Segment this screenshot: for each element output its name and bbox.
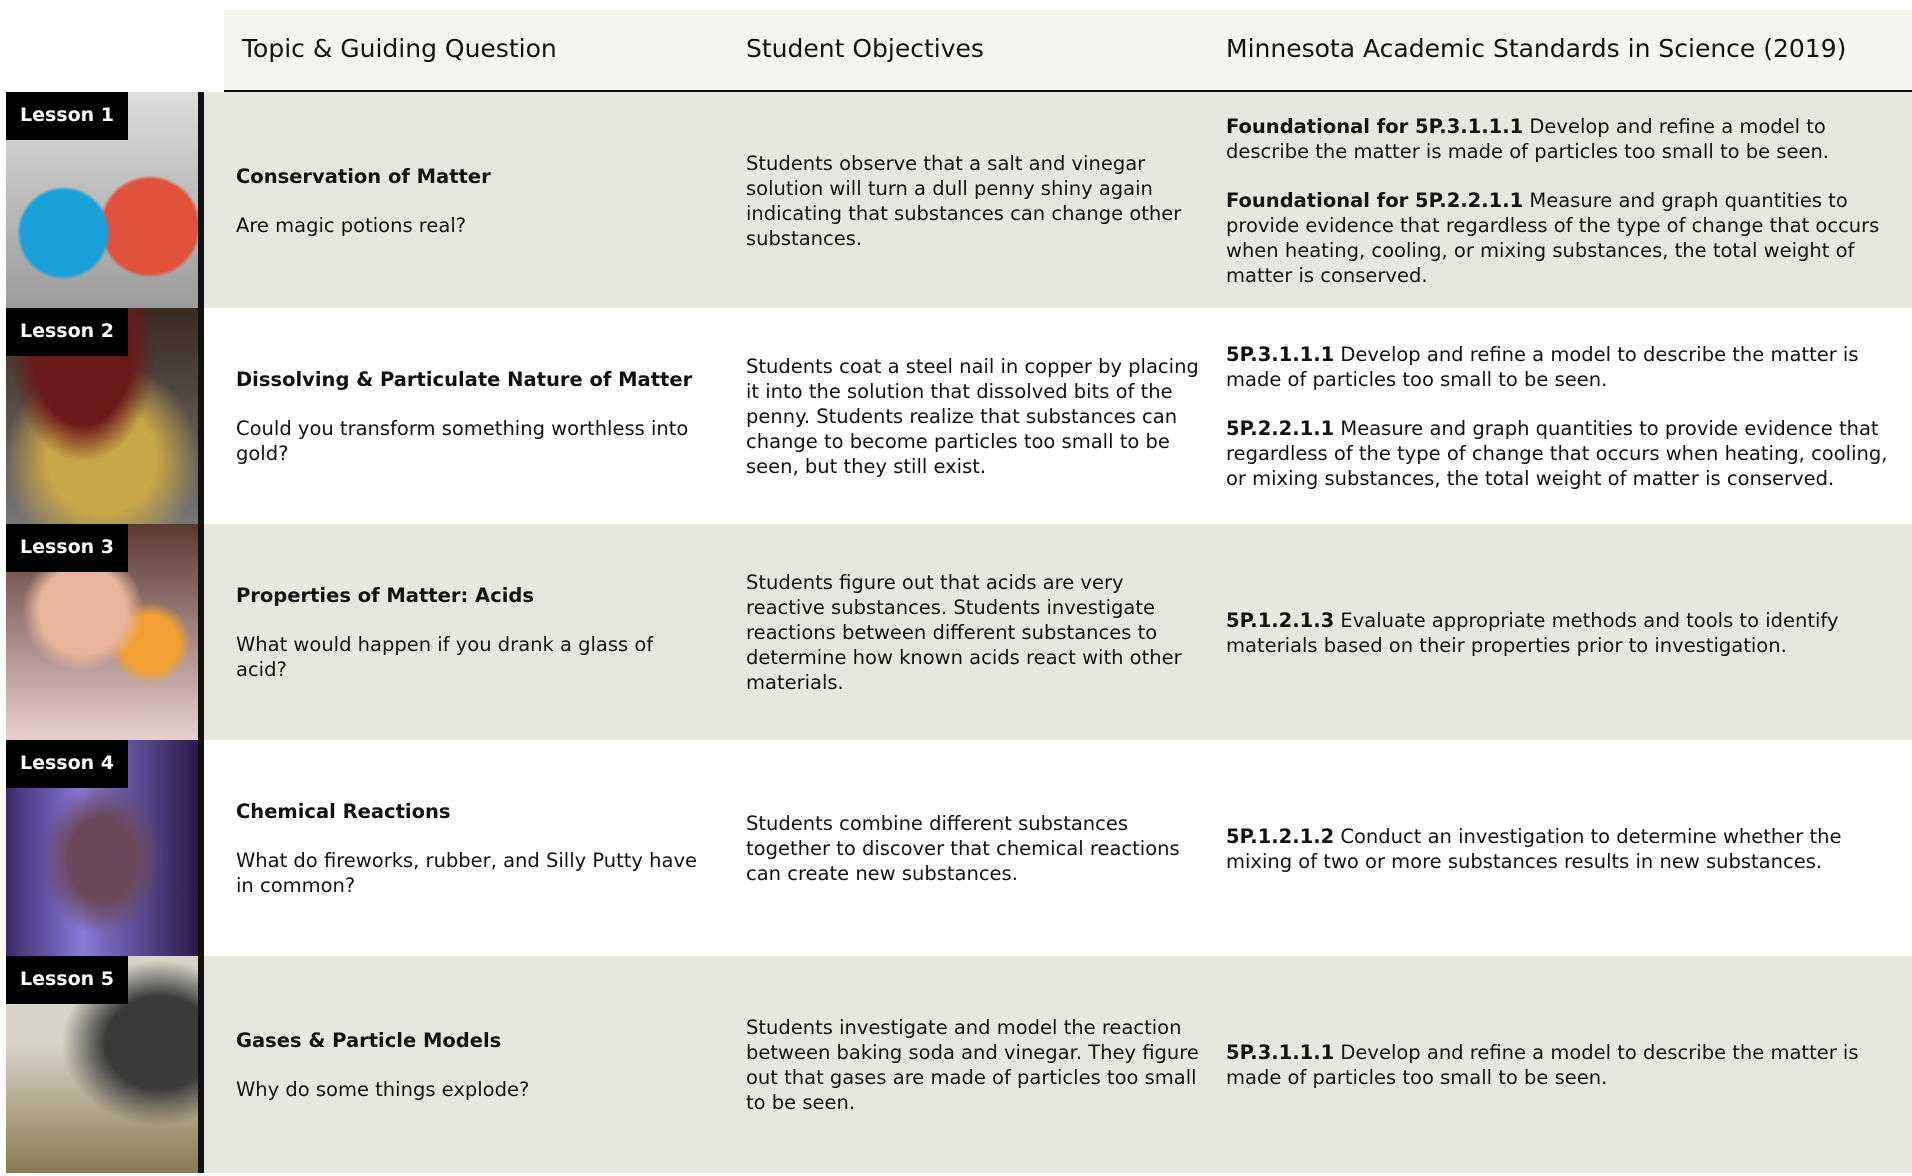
objectives-cell: Students observe that a salt and vinegar… — [746, 92, 1201, 309]
standard-code: Foundational for 5P.3.1.1.1 — [1226, 114, 1524, 138]
standard: 5P.1.2.1.2 Conduct an investigation to d… — [1226, 824, 1910, 874]
guiding-question: Are magic potions real? — [236, 213, 467, 237]
standard-text: Develop and refine a model to describe t… — [1226, 114, 1830, 163]
objectives-cell: Students figure out that acids are very … — [746, 524, 1201, 741]
objectives-cell: Students combine different substances to… — [746, 740, 1201, 957]
standard: Foundational for 5P.3.1.1.1 Develop and … — [1226, 114, 1910, 164]
lesson-image: Lesson 5 — [6, 956, 204, 1173]
guiding-question: What would happen if you drank a glass o… — [236, 633, 654, 681]
topic-cell: Conservation of Matter Are magic potions … — [236, 92, 706, 309]
topic-title: Conservation of Matter — [236, 164, 491, 188]
topic-title: Properties of Matter: Acids — [236, 584, 534, 607]
lesson-row: Lesson 1 Conservation of Matter Are magic … — [6, 92, 1912, 309]
lesson-image: Lesson 2 — [6, 308, 204, 525]
standard: 5P.2.2.1.1 Measure and graph quantities … — [1226, 416, 1910, 491]
lesson-row: Lesson 5 Gases & Particle Models Why do so… — [6, 956, 1912, 1173]
topic-title: Dissolving & Particulate Nature of Matte… — [236, 368, 693, 391]
lesson-label: Lesson 1 — [6, 92, 129, 140]
topic-title: Gases & Particle Models — [236, 1028, 502, 1052]
standards-cell: 5P.1.2.1.2 Conduct an investigation to d… — [1226, 740, 1910, 957]
standard-code: 5P.2.2.1.1 — [1226, 417, 1335, 440]
topic-cell: Gases & Particle Models Why do some thing… — [236, 956, 706, 1173]
lesson-row: Lesson 3 Properties of Matter: Acids What … — [6, 524, 1912, 741]
topic-cell: Properties of Matter: Acids What would ha… — [236, 524, 706, 741]
standard: 5P.3.1.1.1 Develop and refine a model to… — [1226, 342, 1910, 392]
objectives-cell: Students investigate and model the react… — [746, 956, 1201, 1173]
guiding-question: Could you transform something worthless … — [236, 417, 689, 465]
standards-cell: 5P.1.2.1.3 Evaluate appropriate methods … — [1226, 524, 1910, 741]
lesson-image: Lesson 3 — [6, 524, 204, 741]
column-header: Topic & Guiding Question — [242, 34, 557, 63]
standard-code: 5P.1.2.1.2 — [1226, 824, 1335, 848]
standard-text: Develop and refine a model to describe t… — [1226, 1040, 1859, 1089]
table-header: Topic & Guiding Question Student Objecti… — [224, 10, 1912, 93]
topic-cell: Dissolving & Particulate Nature of Matte… — [236, 308, 706, 525]
lesson-label: Lesson 4 — [6, 740, 129, 788]
column-header: Minnesota Academic Standards in Science … — [1226, 34, 1847, 63]
standard-code: 5P.1.2.1.3 — [1226, 608, 1335, 632]
lesson-row: Lesson 2 Dissolving & Particulate Nature … — [6, 308, 1912, 525]
standards-cell: Foundational for 5P.3.1.1.1 Develop and … — [1226, 92, 1910, 309]
lesson-image: Lesson 4 — [6, 740, 204, 957]
lesson-label: Lesson 2 — [6, 308, 129, 356]
lesson-row: Lesson 4 Chemical Reactions What do firewo… — [6, 740, 1912, 957]
standard-text: Evaluate appropriate methods and tools t… — [1226, 608, 1839, 657]
objectives: Students observe that a salt and vinegar… — [746, 151, 1182, 250]
objectives: Students combine different substances to… — [746, 812, 1180, 885]
guiding-question: Why do some things explode? — [236, 1077, 530, 1101]
objectives: Students figure out that acids are very … — [746, 571, 1182, 694]
standard-code: Foundational for 5P.2.2.1.1 — [1226, 188, 1524, 212]
standard: 5P.1.2.1.3 Evaluate appropriate methods … — [1226, 608, 1910, 658]
topic-title: Chemical Reactions — [236, 800, 451, 823]
standard-text: Measure and graph quantities to provide … — [1226, 417, 1888, 490]
lesson-label: Lesson 3 — [6, 524, 129, 572]
standard-code: 5P.3.1.1.1 — [1226, 343, 1335, 366]
standard-text: Conduct an investigation to determine wh… — [1226, 824, 1842, 873]
objectives: Students investigate and model the react… — [746, 1015, 1199, 1114]
lesson-image: Lesson 1 — [6, 92, 204, 309]
standard-text: Develop and refine a model to describe t… — [1226, 343, 1859, 391]
standard-text: Measure and graph quantities to provide … — [1226, 188, 1880, 287]
standard-code: 5P.3.1.1.1 — [1226, 1040, 1335, 1064]
standards-cell: 5P.3.1.1.1 Develop and refine a model to… — [1226, 956, 1910, 1173]
guiding-question: What do fireworks, rubber, and Silly Put… — [236, 849, 698, 897]
column-header: Student Objectives — [746, 34, 984, 63]
objectives-cell: Students coat a steel nail in copper by … — [746, 308, 1201, 525]
objectives: Students coat a steel nail in copper by … — [746, 355, 1199, 478]
standard: 5P.3.1.1.1 Develop and refine a model to… — [1226, 1040, 1910, 1090]
standard: Foundational for 5P.2.2.1.1 Measure and … — [1226, 188, 1910, 288]
topic-cell: Chemical Reactions What do fireworks, rub… — [236, 740, 706, 957]
lesson-label: Lesson 5 — [6, 956, 129, 1004]
standards-cell: 5P.3.1.1.1 Develop and refine a model to… — [1226, 308, 1910, 525]
